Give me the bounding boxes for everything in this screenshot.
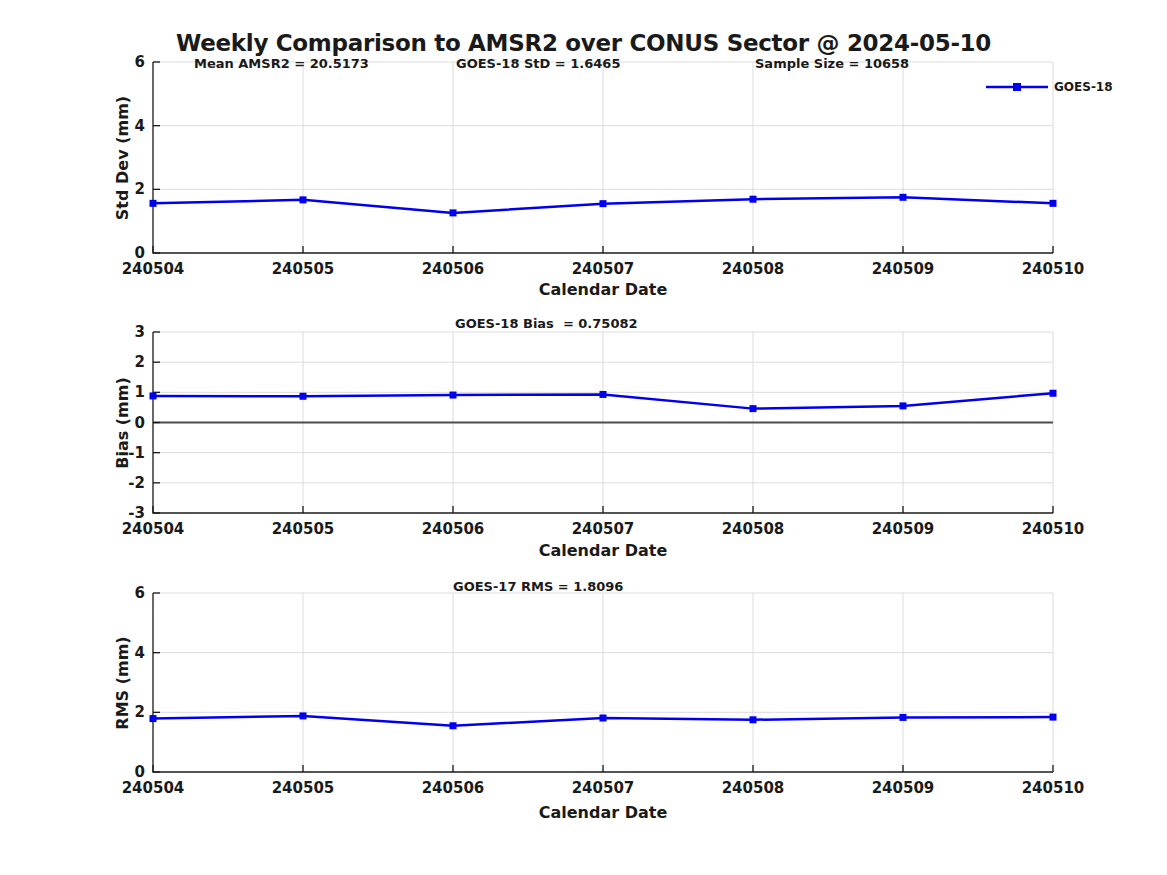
- xlabel-calendar-date-3: Calendar Date: [153, 803, 1053, 822]
- xlabel-calendar-date-1: Calendar Date: [153, 280, 1053, 299]
- x-tick-label: 240509: [872, 520, 935, 538]
- data-point-marker: [900, 714, 907, 721]
- data-point-marker: [450, 722, 457, 729]
- annotation-goes18-bias: GOES-18 Bias = 0.75082: [455, 316, 638, 331]
- y-tick-label: -2: [128, 474, 145, 492]
- data-point-marker: [600, 200, 607, 207]
- data-point-marker: [450, 392, 457, 399]
- data-point-marker: [300, 712, 307, 719]
- y-tick-label: -3: [128, 504, 145, 522]
- y-tick-label: 2: [135, 180, 145, 198]
- x-tick-label: 240509: [872, 779, 935, 797]
- x-tick-label: 240507: [572, 260, 635, 278]
- x-tick-label: 240508: [722, 779, 785, 797]
- x-tick-label: 240504: [122, 779, 185, 797]
- legend-marker-sample: [1013, 83, 1021, 91]
- data-point-marker: [750, 196, 757, 203]
- data-point-marker: [1050, 390, 1057, 397]
- annotation-mean-amsr2: Mean AMSR2 = 20.5173: [194, 56, 369, 71]
- annotation-goes17-rms: GOES-17 RMS = 1.8096: [453, 579, 623, 594]
- x-tick-label: 240506: [422, 779, 485, 797]
- x-tick-label: 240509: [872, 260, 935, 278]
- y-tick-label: 0: [135, 244, 145, 262]
- x-tick-label: 240508: [722, 520, 785, 538]
- y-tick-label: 4: [135, 644, 145, 662]
- x-tick-label: 240510: [1022, 520, 1085, 538]
- data-point-marker: [300, 196, 307, 203]
- x-tick-label: 240510: [1022, 779, 1085, 797]
- x-tick-label: 240505: [272, 260, 335, 278]
- ylabel-bias: Bias (mm): [113, 377, 132, 469]
- x-tick-label: 240505: [272, 779, 335, 797]
- data-point-marker: [150, 200, 157, 207]
- y-tick-label: 2: [135, 703, 145, 721]
- data-point-marker: [300, 393, 307, 400]
- ylabel-std-dev: Std Dev (mm): [113, 96, 132, 220]
- x-tick-label: 240507: [572, 520, 635, 538]
- y-tick-label: 6: [135, 584, 145, 602]
- xlabel-calendar-date-2: Calendar Date: [153, 541, 1053, 560]
- data-point-marker: [750, 716, 757, 723]
- data-point-marker: [150, 715, 157, 722]
- data-point-marker: [750, 405, 757, 412]
- ylabel-rms: RMS (mm): [113, 636, 132, 729]
- figure-title: Weekly Comparison to AMSR2 over CONUS Se…: [0, 30, 1167, 56]
- legend-label-goes18: GOES-18: [1054, 80, 1113, 94]
- x-tick-label: 240504: [122, 260, 185, 278]
- data-point-marker: [600, 715, 607, 722]
- x-tick-label: 240504: [122, 520, 185, 538]
- x-tick-label: 240507: [572, 779, 635, 797]
- x-tick-label: 240506: [422, 520, 485, 538]
- y-tick-label: 0: [135, 414, 145, 432]
- plot-canvas: 240504 240505 240506 240507 240508 240509 2405…: [0, 0, 1167, 875]
- figure: 240504 240505 240506 240507 240508 240509 2405…: [0, 0, 1167, 875]
- data-point-marker: [900, 194, 907, 201]
- x-tick-label: 240505: [272, 520, 335, 538]
- data-point-marker: [150, 392, 157, 399]
- y-tick-label: 2: [135, 353, 145, 371]
- x-tick-label: 240508: [722, 260, 785, 278]
- x-tick-label: 240506: [422, 260, 485, 278]
- y-tick-label: 1: [135, 383, 145, 401]
- data-point-marker: [1050, 714, 1057, 721]
- annotation-goes18-std: GOES-18 StD = 1.6465: [456, 56, 620, 71]
- data-point-marker: [600, 391, 607, 398]
- data-point-marker: [1050, 200, 1057, 207]
- y-tick-label: 3: [135, 323, 145, 341]
- y-tick-label: 0: [135, 763, 145, 781]
- x-tick-label: 240510: [1022, 260, 1085, 278]
- annotation-sample-size: Sample Size = 10658: [755, 56, 909, 71]
- data-point-marker: [900, 402, 907, 409]
- y-tick-label: 4: [135, 117, 145, 135]
- data-point-marker: [450, 209, 457, 216]
